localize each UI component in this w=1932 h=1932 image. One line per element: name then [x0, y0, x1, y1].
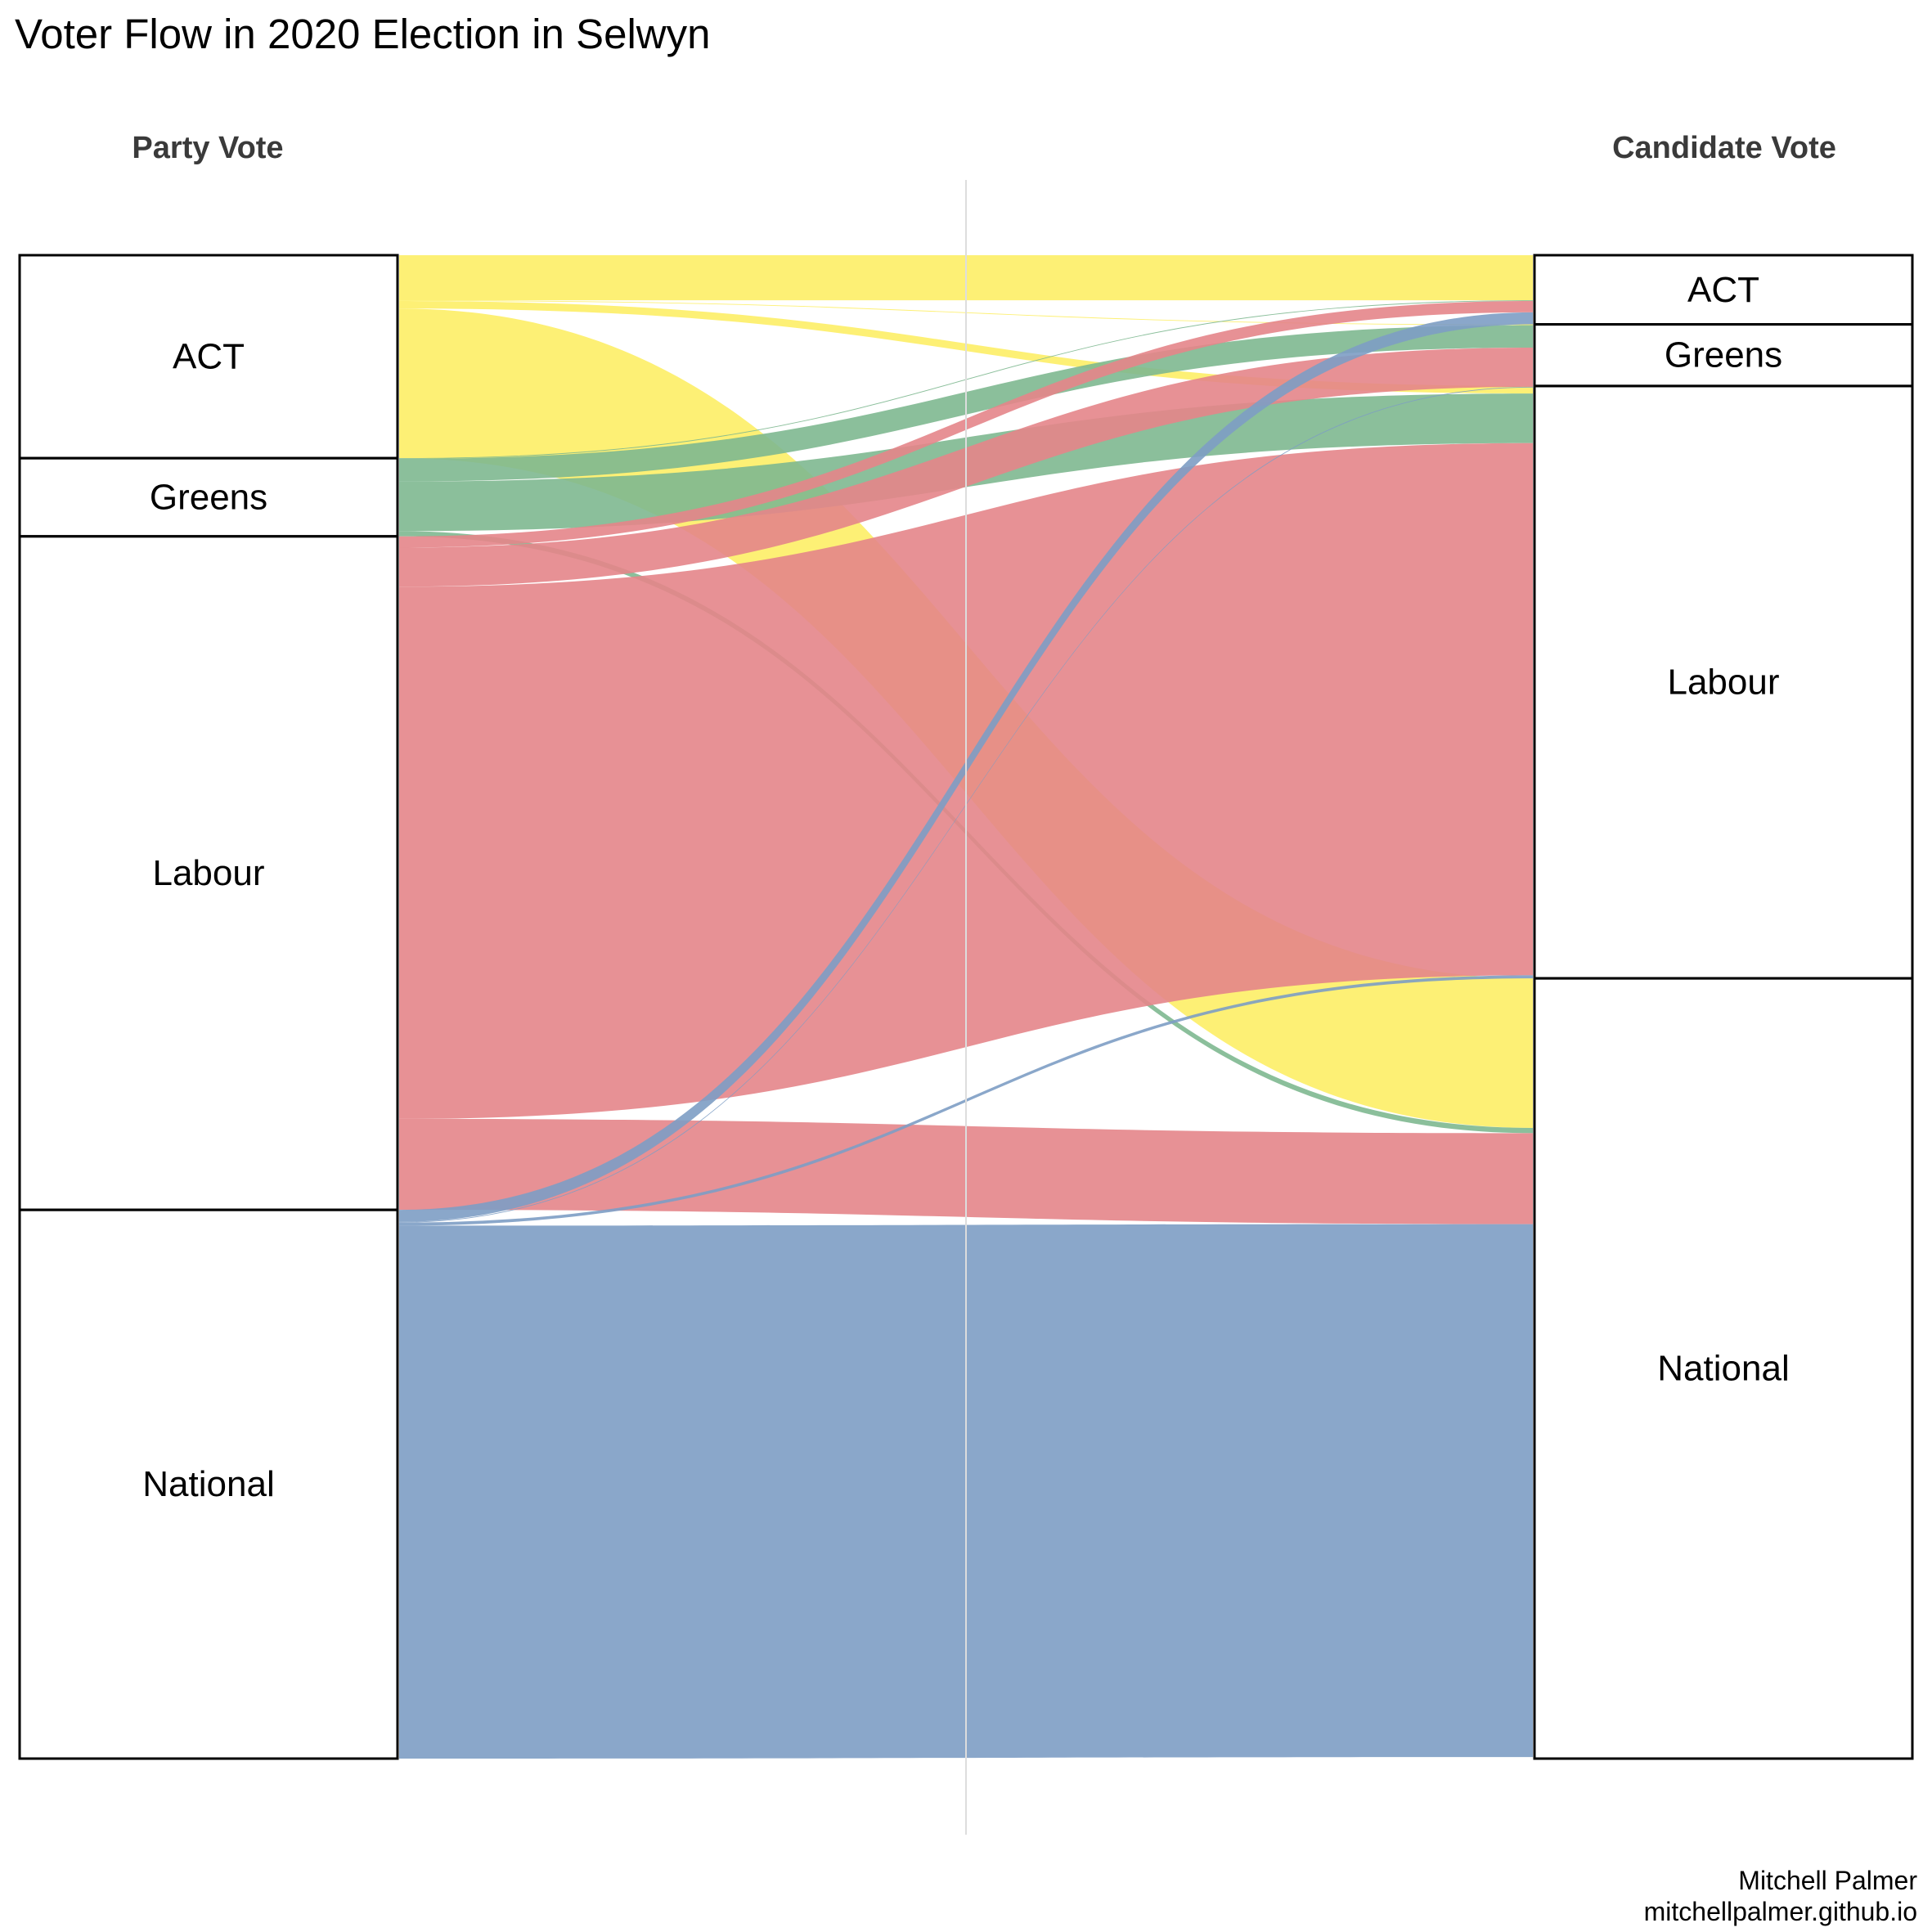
node-right-national [1533, 977, 1914, 1760]
node-label-right-national: National [1657, 1349, 1789, 1389]
credit-site[interactable]: mitchellpalmer.github.io [1643, 1897, 1917, 1926]
axis-right-label: Candidate Vote [1612, 131, 1836, 165]
chart-title: Voter Flow in 2020 Election in Selwyn [15, 11, 711, 57]
node-label-left-national: National [142, 1464, 274, 1504]
node-label-right-labour: Labour [1667, 662, 1779, 702]
nodes-group: ACT Greens Labour National ACT Greens Labour Na… [18, 254, 1914, 1760]
node-label-left-greens: Greens [150, 477, 267, 517]
node-label-right-greens: Greens [1665, 335, 1782, 375]
node-label-left-labour: Labour [152, 853, 264, 893]
node-label-left-act: ACT [173, 337, 245, 377]
credit: Mitchell Palmer mitchellpalmer.github.io [1644, 1865, 1917, 1927]
axis-left-label: Party Vote [132, 131, 284, 165]
credit-author: Mitchell Palmer [1738, 1866, 1917, 1895]
node-left-national [18, 1208, 399, 1760]
node-label-right-act: ACT [1687, 270, 1759, 310]
